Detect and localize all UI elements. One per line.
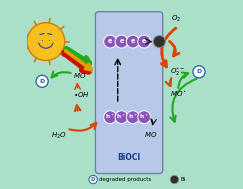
Text: $MO$: $MO$	[144, 130, 157, 139]
Text: e: e	[119, 38, 124, 44]
Circle shape	[36, 75, 48, 87]
Circle shape	[115, 111, 128, 124]
Text: $O_2^{\bullet-}$: $O_2^{\bullet-}$	[170, 66, 185, 78]
Circle shape	[89, 175, 97, 184]
Circle shape	[126, 35, 139, 48]
Text: e: e	[142, 38, 147, 44]
Text: e: e	[130, 38, 135, 44]
Text: h$^+$: h$^+$	[128, 112, 138, 121]
Circle shape	[138, 35, 151, 48]
Text: h$^+$: h$^+$	[139, 112, 149, 121]
Text: e: e	[108, 38, 113, 44]
Text: D: D	[40, 79, 45, 84]
Text: D: D	[91, 177, 95, 182]
Circle shape	[153, 36, 165, 48]
Text: $MO^\bullet$: $MO^\bullet$	[170, 90, 187, 99]
Circle shape	[126, 111, 139, 124]
Text: Bi: Bi	[181, 177, 186, 182]
Circle shape	[170, 175, 179, 184]
Text: h$^+$: h$^+$	[105, 112, 115, 121]
FancyBboxPatch shape	[95, 12, 163, 174]
Text: BiOCl: BiOCl	[118, 153, 141, 162]
Text: $\bullet OH$: $\bullet OH$	[73, 90, 90, 99]
Circle shape	[104, 35, 117, 48]
Circle shape	[193, 66, 205, 78]
Text: .: .	[48, 33, 51, 43]
Text: D: D	[196, 69, 202, 74]
Text: $O_2$: $O_2$	[171, 14, 181, 24]
Circle shape	[104, 111, 117, 124]
Circle shape	[27, 23, 65, 60]
Text: degraded products: degraded products	[99, 177, 151, 182]
Circle shape	[115, 35, 128, 48]
Circle shape	[138, 111, 151, 124]
Text: h$^+$: h$^+$	[116, 112, 127, 121]
Text: .: .	[41, 33, 44, 43]
Text: $MO$: $MO$	[73, 71, 87, 80]
Text: $H_2O$: $H_2O$	[51, 131, 67, 141]
